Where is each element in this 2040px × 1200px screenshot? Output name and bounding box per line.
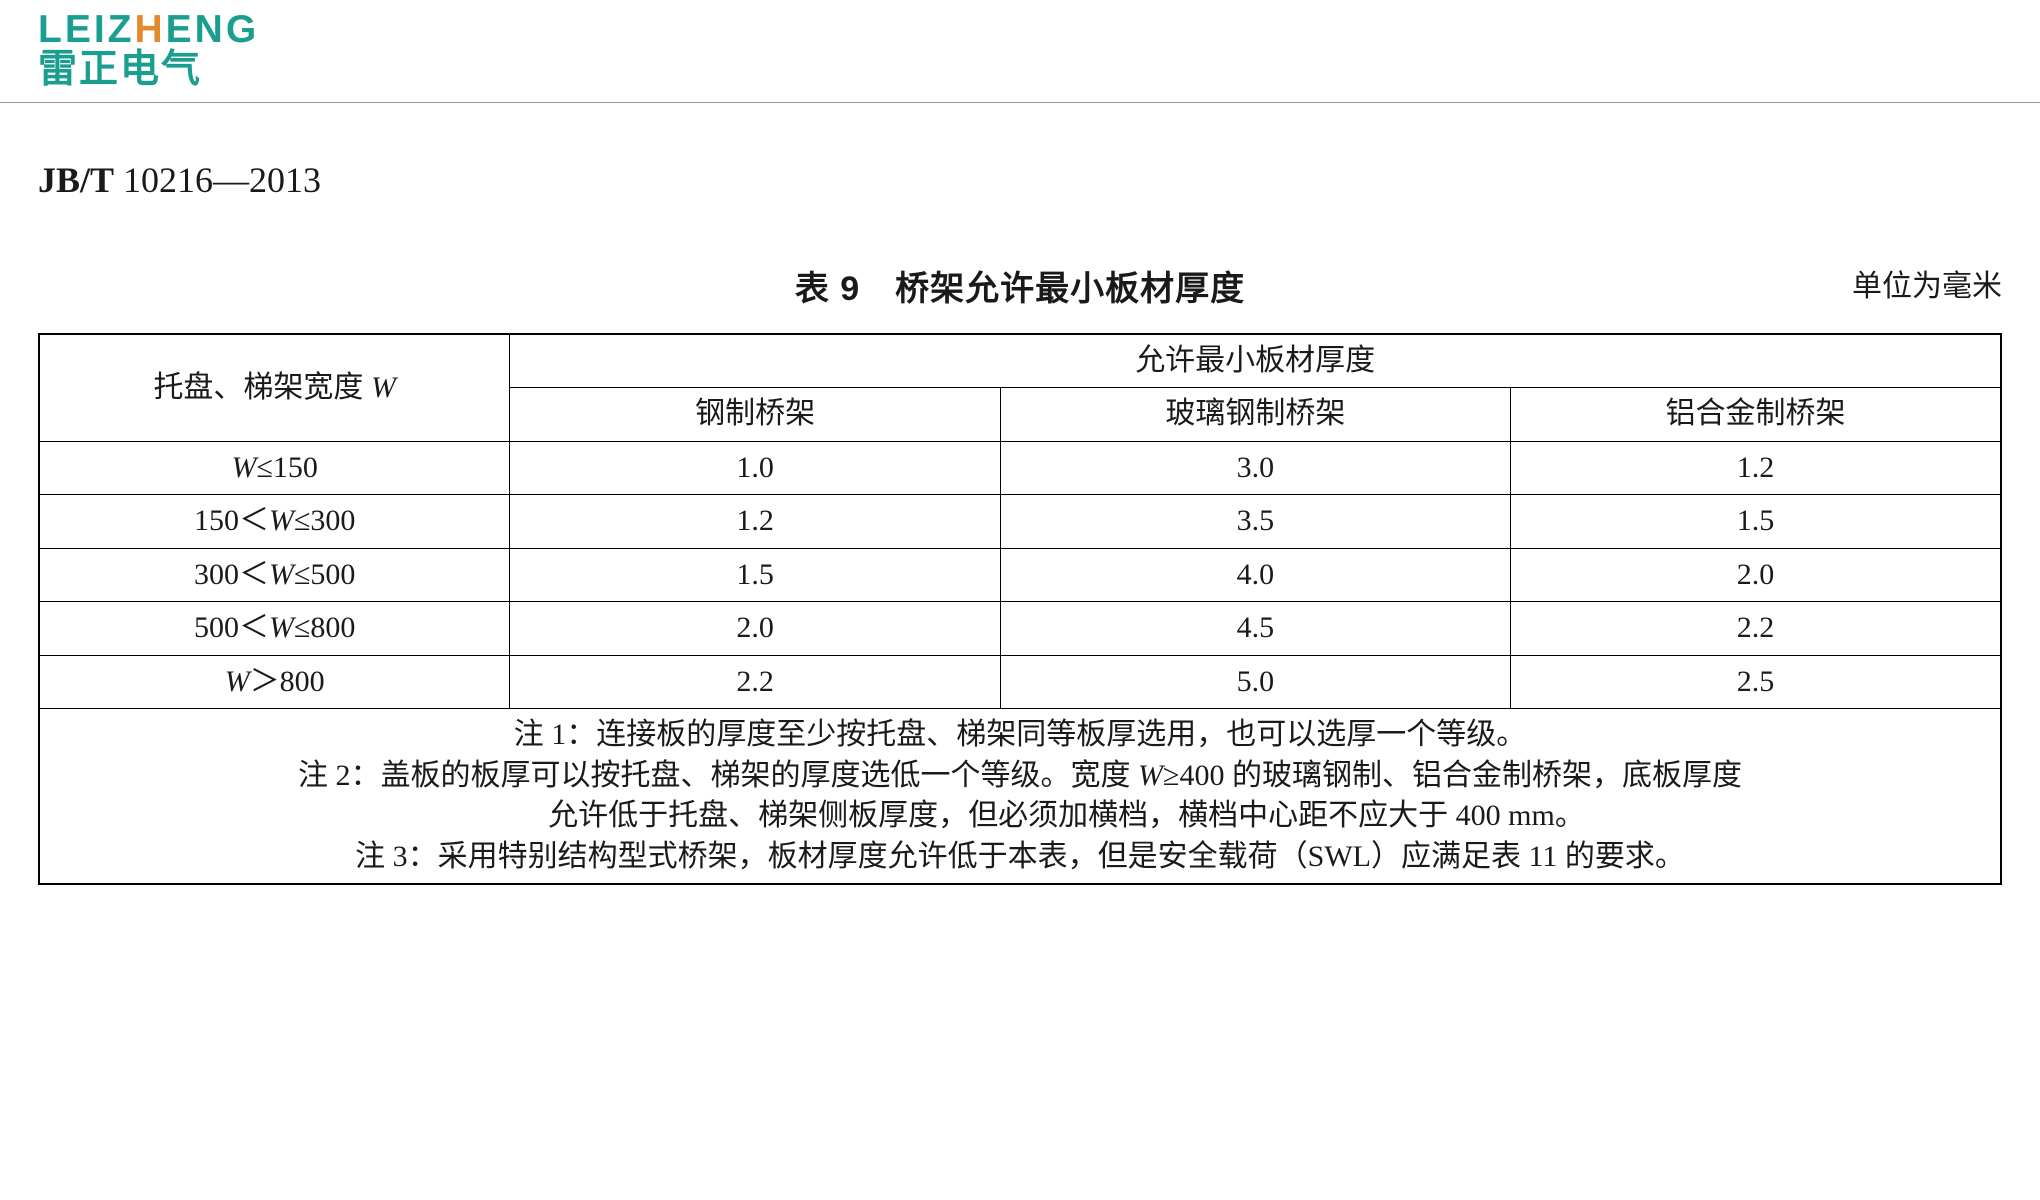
cell-value: 1.5 (510, 548, 1001, 602)
cell-value: 2.2 (1510, 602, 2001, 656)
table-notes-row: 注 1：连接板的厚度至少按托盘、梯架同等板厚选用，也可以选厚一个等级。 注 2：… (39, 709, 2001, 885)
table-title: 表 9 桥架允许最小板材厚度 (38, 261, 2002, 310)
standard-prefix: JB/T (38, 160, 114, 200)
cell-value: 1.5 (1510, 495, 2001, 549)
cell-value: 3.5 (1000, 495, 1510, 549)
note-2a-post: ≥400 的玻璃钢制、铝合金制桥架，底板厚度 (1163, 759, 1742, 792)
brand-logo: LEIZHENG 雷正电气 (0, 0, 2040, 92)
logo-latin-pre: LEIZ (38, 8, 135, 51)
note-2a-var: W (1138, 759, 1163, 792)
cell-value: 4.5 (1000, 602, 1510, 656)
header-width-pre: 托盘、梯架宽度 (153, 371, 371, 404)
header-width-label: 托盘、梯架宽度 W (39, 334, 510, 442)
header-sub-frp: 玻璃钢制桥架 (1000, 388, 1510, 442)
cell-value: 3.0 (1000, 441, 1510, 495)
cell-range: W≤150 (39, 441, 510, 495)
cell-value: 4.0 (1000, 548, 1510, 602)
logo-latin-post: ENG (166, 8, 260, 51)
table-title-row: 表 9 桥架允许最小板材厚度 单位为毫米 (38, 261, 2002, 305)
page: LEIZHENG 雷正电气 JB/T 10216—2013 表 9 桥架允许最小… (0, 0, 2040, 885)
logo-cjk: 雷正电气 (38, 49, 2040, 92)
cell-value: 2.5 (1510, 655, 2001, 709)
cell-value: 2.2 (510, 655, 1001, 709)
standard-code: JB/T 10216—2013 (38, 159, 2002, 201)
table-title-prefix: 表 9 (795, 270, 860, 308)
table-row: W≤150 1.0 3.0 1.2 (39, 441, 2001, 495)
cell-value: 2.0 (510, 602, 1001, 656)
cell-range: 500＜W≤800 (39, 602, 510, 656)
standard-number: 10216—2013 (123, 160, 321, 200)
table-row: 150＜W≤300 1.2 3.5 1.5 (39, 495, 2001, 549)
table-row: W＞800 2.2 5.0 2.5 (39, 655, 2001, 709)
note-1: 注 1：连接板的厚度至少按托盘、梯架同等板厚选用，也可以选厚一个等级。 (52, 715, 1988, 756)
note-3: 注 3：采用特别结构型式桥架，板材厚度允许低于本表，但是安全载荷（SWL）应满足… (52, 837, 1988, 878)
header-group-label: 允许最小板材厚度 (510, 334, 2001, 388)
table-title-text: 桥架允许最小板材厚度 (895, 270, 1245, 308)
cell-value: 1.2 (1510, 441, 2001, 495)
table-row: 500＜W≤800 2.0 4.5 2.2 (39, 602, 2001, 656)
note-2a: 注 2：盖板的板厚可以按托盘、梯架的厚度选低一个等级。宽度 W≥400 的玻璃钢… (52, 756, 1988, 797)
logo-latin: LEIZHENG (38, 10, 2040, 49)
cell-range: 150＜W≤300 (39, 495, 510, 549)
table-body: W≤150 1.0 3.0 1.2 150＜W≤300 1.2 3.5 1.5 … (39, 441, 2001, 884)
cell-value: 1.0 (510, 441, 1001, 495)
note-2b: 允许低于托盘、梯架侧板厚度，但必须加横档，横档中心距不应大于 400 mm。 (52, 796, 1988, 837)
table-header-row-1: 托盘、梯架宽度 W 允许最小板材厚度 (39, 334, 2001, 388)
document-content: JB/T 10216—2013 表 9 桥架允许最小板材厚度 单位为毫米 托盘、… (0, 103, 2040, 886)
header-sub-alu: 铝合金制桥架 (1510, 388, 2001, 442)
cell-value: 5.0 (1000, 655, 1510, 709)
logo-latin-accent: H (135, 8, 166, 51)
note-2a-pre: 注 2：盖板的板厚可以按托盘、梯架的厚度选低一个等级。宽度 (298, 759, 1138, 792)
header-width-var: W (371, 371, 396, 404)
notes-cell: 注 1：连接板的厚度至少按托盘、梯架同等板厚选用，也可以选厚一个等级。 注 2：… (39, 709, 2001, 885)
unit-label: 单位为毫米 (1852, 261, 2002, 305)
cell-value: 1.2 (510, 495, 1001, 549)
header-sub-steel: 钢制桥架 (510, 388, 1001, 442)
cell-value: 2.0 (1510, 548, 2001, 602)
thickness-table: 托盘、梯架宽度 W 允许最小板材厚度 钢制桥架 玻璃钢制桥架 铝合金制桥架 W≤… (38, 333, 2002, 886)
cell-range: 300＜W≤500 (39, 548, 510, 602)
cell-range: W＞800 (39, 655, 510, 709)
table-row: 300＜W≤500 1.5 4.0 2.0 (39, 548, 2001, 602)
